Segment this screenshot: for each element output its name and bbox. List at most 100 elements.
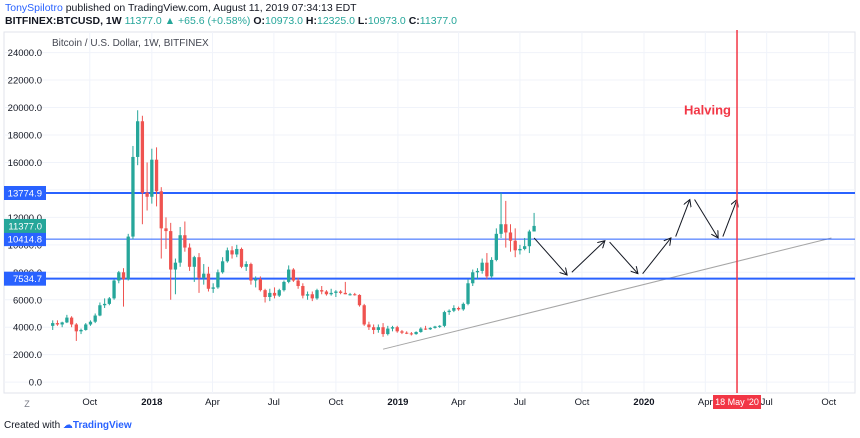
close-label: C: xyxy=(408,15,420,27)
candle-body xyxy=(480,262,484,271)
halving-date-badge xyxy=(713,395,762,409)
x-tick-label: Oct xyxy=(328,397,343,408)
candle-body xyxy=(263,290,267,298)
candle-body xyxy=(504,224,508,233)
projection-arrow xyxy=(533,237,567,275)
change-arrow-icon: ▲ xyxy=(164,15,176,27)
candle-body xyxy=(400,331,404,333)
candle-body xyxy=(126,236,130,280)
candle-body xyxy=(409,333,414,335)
candle-body xyxy=(320,290,324,292)
price-chart[interactable]: 0.02000.04000.06000.08000.010000.012000.… xyxy=(0,30,860,412)
level-badge: 7534.7 xyxy=(13,274,42,285)
y-tick-label: 20000.0 xyxy=(8,103,42,114)
candle-body xyxy=(447,310,451,313)
x-tick-label: Apr xyxy=(698,397,713,408)
candle-body xyxy=(414,332,418,335)
y-tick-label: 4000.0 xyxy=(13,323,42,334)
zoom-reset-button[interactable]: Z xyxy=(24,399,30,409)
y-tick-label: 22000.0 xyxy=(8,76,42,87)
candle-body xyxy=(230,250,234,255)
candle-body xyxy=(145,192,149,197)
open-value: 10973.0 xyxy=(265,15,303,27)
candle-body xyxy=(466,283,470,304)
candle-body xyxy=(88,321,93,325)
y-tick-label: 24000.0 xyxy=(8,48,42,59)
candle-body xyxy=(485,262,489,277)
x-tick-label: Jul xyxy=(761,397,773,408)
candle-body xyxy=(428,327,432,330)
halving-label: Halving xyxy=(684,102,731,117)
candle-body xyxy=(438,325,442,327)
candle-body xyxy=(93,315,97,322)
candle-body xyxy=(211,287,215,289)
candle-body xyxy=(136,121,140,157)
symbol-line: BITFINEX:BTCUSD, 1W 11377.0 ▲ +65.6 (+0.… xyxy=(5,15,457,27)
candle-body xyxy=(244,264,248,267)
last-price-badge-bg xyxy=(4,218,46,233)
trendline xyxy=(382,237,832,350)
candle-body xyxy=(178,235,182,263)
y-tick-label: 2000.0 xyxy=(13,350,42,361)
level-badge-bg xyxy=(4,271,46,286)
candle-body xyxy=(296,280,300,287)
candle-body xyxy=(456,307,461,310)
candle-body xyxy=(202,273,206,278)
candle-body xyxy=(522,246,527,249)
candle-body xyxy=(442,312,447,326)
level-badge: 13774.9 xyxy=(8,188,42,199)
candle-body xyxy=(362,305,366,325)
candle-body xyxy=(433,326,437,328)
candle-body xyxy=(169,231,173,270)
candle-body xyxy=(508,232,513,241)
x-tick-label: Apr xyxy=(205,397,220,408)
candle-body xyxy=(461,303,465,310)
candle-body xyxy=(239,248,244,267)
author-link[interactable]: TonySpilotro xyxy=(5,2,63,14)
candle-body xyxy=(471,272,475,284)
candle-body xyxy=(475,270,480,273)
candle-body xyxy=(65,317,69,323)
candle-body xyxy=(206,273,211,289)
candle-body xyxy=(282,281,286,291)
candle-body xyxy=(159,191,163,229)
candle-body xyxy=(357,294,362,306)
low-label: L: xyxy=(357,15,368,27)
tradingview-logo[interactable]: ☁TradingView xyxy=(62,420,132,431)
candle-body xyxy=(55,323,60,325)
candle-body xyxy=(272,292,277,296)
high-value: 12325.0 xyxy=(317,15,355,27)
candle-body xyxy=(423,328,428,330)
close-value: 11377.0 xyxy=(419,15,457,27)
candle-body xyxy=(315,290,319,299)
x-tick-label: 2019 xyxy=(387,397,408,408)
candle-body xyxy=(329,292,333,295)
candle-body xyxy=(220,261,225,273)
candle-body xyxy=(69,317,74,325)
high-label: H: xyxy=(305,15,317,27)
publish-info: TonySpilotro published on TradingView.co… xyxy=(5,2,357,14)
x-tick-label: Apr xyxy=(451,397,466,408)
candle-body xyxy=(419,328,423,333)
candle-body xyxy=(338,291,343,293)
candle-body xyxy=(452,307,456,311)
candle-body xyxy=(305,294,310,296)
candle-body xyxy=(277,290,281,296)
candle-body xyxy=(334,291,338,293)
candle-body xyxy=(150,159,154,197)
candle-body xyxy=(51,323,55,326)
candle-body xyxy=(499,224,503,234)
level-badge-bg xyxy=(4,232,46,247)
price-change: +65.6 (+0.58%) xyxy=(178,15,251,27)
candle-body xyxy=(376,327,381,330)
halving-date-label: 18 May '20 xyxy=(715,397,759,407)
footer: Created with ☁TradingView xyxy=(4,420,132,431)
candle-body xyxy=(253,279,258,281)
candle-body xyxy=(353,294,357,296)
projection-arrow xyxy=(675,200,690,237)
x-tick-label: Oct xyxy=(82,397,97,408)
candle-body xyxy=(371,327,376,330)
candle-body xyxy=(235,248,239,255)
tradingview-brand: TradingView xyxy=(72,420,132,431)
x-tick-label: 2018 xyxy=(141,397,162,408)
